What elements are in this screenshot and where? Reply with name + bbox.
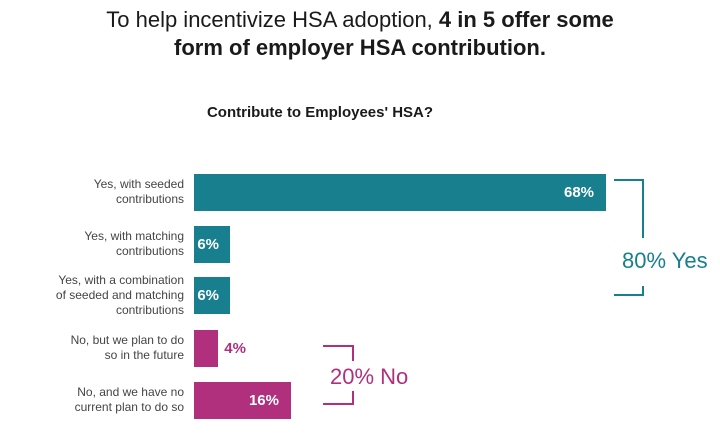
- data-label: 6%: [197, 236, 220, 253]
- category-label: Yes, with matching contributions: [84, 229, 184, 258]
- category-label: No, and we have no current plan to do so: [74, 385, 184, 414]
- no-total-label: 20% No: [330, 364, 409, 389]
- data-label: 6%: [197, 287, 220, 304]
- bar: [194, 174, 606, 211]
- category-label: No, but we plan to do so in the future: [70, 333, 184, 362]
- yes-bracket: [614, 179, 644, 296]
- headline-line-2: form of employer HSA contribution.: [174, 35, 546, 60]
- category-label: Yes, with a combination of seeded and mat…: [55, 272, 184, 317]
- data-label: 16%: [248, 392, 279, 409]
- bar: [194, 382, 291, 419]
- category-label: Yes, with seeded contributions: [93, 177, 184, 206]
- chart-title: Contribute to Employees' HSA?: [206, 104, 434, 121]
- yes-total-label: 80% Yes: [622, 248, 708, 273]
- bar: [194, 226, 231, 263]
- bar: [194, 277, 231, 314]
- data-label: 4%: [224, 340, 246, 357]
- data-label: 68%: [564, 184, 595, 201]
- no-bracket: [323, 345, 354, 405]
- bar: [194, 330, 219, 367]
- headline-line-1: To help incentivize HSA adoption, 4 in 5…: [106, 7, 614, 32]
